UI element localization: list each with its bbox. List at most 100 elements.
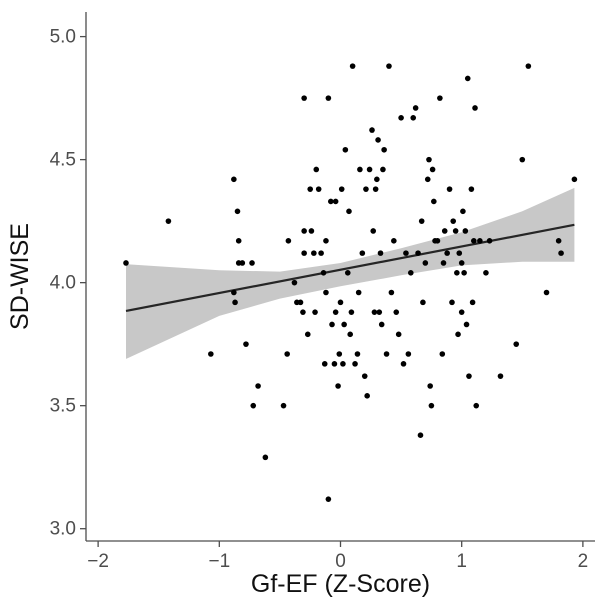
x-tick-label: −2 <box>87 551 109 572</box>
data-point <box>300 309 306 315</box>
data-point <box>477 238 483 244</box>
data-point <box>444 250 450 256</box>
y-tick-label: 4.0 <box>50 273 76 294</box>
x-axis-title: Gf-EF (Z-Score) <box>251 570 430 598</box>
data-point <box>418 218 425 224</box>
x-tick-label: 1 <box>456 551 467 572</box>
data-point <box>466 373 472 379</box>
data-point <box>312 309 318 315</box>
data-point <box>285 238 292 244</box>
data-point <box>364 393 370 399</box>
data-point <box>437 95 443 101</box>
data-point <box>370 228 377 234</box>
data-point <box>297 299 304 306</box>
data-point <box>239 260 246 266</box>
data-point <box>262 454 269 461</box>
data-point <box>354 351 361 357</box>
data-point <box>483 270 489 276</box>
data-point <box>361 373 368 379</box>
data-point <box>307 186 314 192</box>
data-point <box>336 351 343 357</box>
data-point <box>377 250 384 256</box>
data-point <box>388 289 395 296</box>
data-point <box>393 309 400 315</box>
data-point <box>318 250 324 256</box>
data-point <box>338 186 345 192</box>
data-point <box>452 228 459 234</box>
data-point <box>301 95 307 101</box>
data-point <box>458 260 465 266</box>
data-point <box>329 321 335 328</box>
data-point <box>441 228 448 234</box>
data-point <box>405 351 412 357</box>
data-point <box>455 331 461 338</box>
data-point <box>341 321 347 328</box>
data-point <box>249 260 255 266</box>
data-point <box>311 250 317 256</box>
data-point <box>323 289 329 296</box>
data-point <box>471 238 477 244</box>
data-point <box>391 238 397 244</box>
data-point <box>403 250 409 256</box>
data-point <box>374 176 380 183</box>
data-point <box>348 309 355 315</box>
ticks-layer: −2 −1 0 1 2 3.0 3.5 4.0 4.5 5.0 <box>50 27 589 572</box>
data-point <box>422 260 429 266</box>
data-point <box>429 166 436 173</box>
data-point <box>308 228 315 234</box>
data-point <box>255 383 261 389</box>
data-point <box>335 383 341 389</box>
data-point <box>369 127 375 133</box>
data-point <box>431 198 437 205</box>
data-point <box>234 208 241 215</box>
data-point <box>340 361 346 367</box>
data-point <box>473 402 480 409</box>
data-point <box>513 341 520 347</box>
data-point <box>426 156 432 163</box>
data-point <box>243 341 249 347</box>
data-point <box>372 186 379 192</box>
data-point <box>313 166 320 173</box>
data-point <box>250 402 257 409</box>
data-point <box>231 289 237 296</box>
data-point <box>337 299 344 306</box>
data-point <box>325 95 332 101</box>
data-point <box>331 361 338 367</box>
data-point <box>525 63 532 69</box>
data-point <box>427 383 433 389</box>
data-point <box>366 166 373 173</box>
data-point <box>357 166 363 173</box>
data-point <box>449 299 455 306</box>
data-point <box>235 238 242 244</box>
y-tick-label: 3.5 <box>50 396 76 417</box>
data-point <box>378 321 385 328</box>
data-point <box>417 432 424 439</box>
data-point <box>301 250 307 256</box>
data-point <box>347 331 353 338</box>
y-tick-label: 4.5 <box>50 150 76 171</box>
data-point <box>304 331 311 338</box>
data-point <box>375 137 381 143</box>
data-point <box>460 208 466 215</box>
data-point <box>456 250 463 256</box>
data-point <box>291 279 298 286</box>
data-point <box>376 309 383 315</box>
data-point <box>320 270 327 276</box>
data-point <box>428 402 435 409</box>
data-point <box>321 361 328 367</box>
data-point <box>472 105 478 111</box>
data-point <box>349 63 356 69</box>
data-point <box>332 198 339 205</box>
data-point <box>420 299 426 306</box>
data-point <box>398 115 404 121</box>
data-point <box>123 260 129 266</box>
y-tick-label: 3.0 <box>50 519 76 540</box>
data-point <box>415 250 421 256</box>
data-point <box>410 115 417 121</box>
data-point <box>434 238 441 244</box>
x-tick-label: 0 <box>335 551 346 572</box>
x-tick-label: 2 <box>578 551 589 572</box>
data-point <box>440 260 447 266</box>
data-point <box>469 299 476 306</box>
